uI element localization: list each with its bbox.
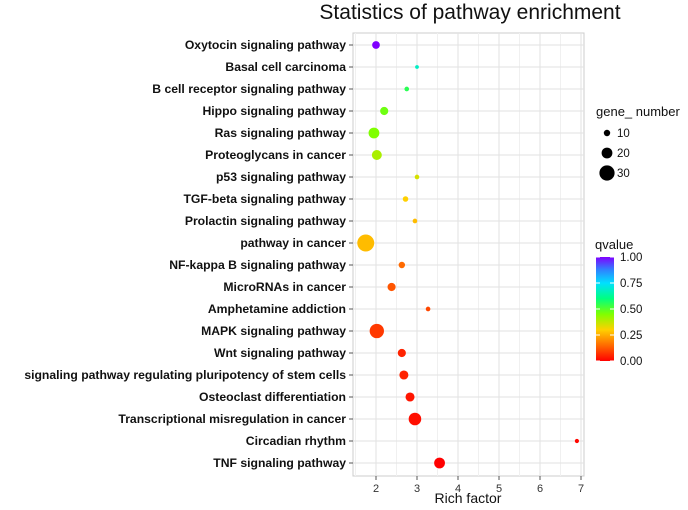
y-tick-label: MicroRNAs in cancer	[223, 280, 346, 294]
data-point	[404, 87, 409, 92]
y-tick-label: Transcriptional misregulation in cancer	[118, 412, 346, 426]
data-point	[357, 235, 374, 252]
data-point	[413, 219, 418, 224]
data-point	[370, 324, 384, 338]
y-tick-label: Circadian rhythm	[246, 434, 346, 448]
x-tick-label: 7	[578, 483, 584, 495]
data-point	[403, 196, 409, 202]
y-tick-label: signaling pathway regulating pluripotenc…	[24, 368, 346, 382]
data-point	[406, 392, 415, 401]
color-legend-label: 0.00	[620, 356, 642, 368]
y-tick-label: Basal cell carcinoma	[225, 60, 346, 74]
y-tick-label: TNF signaling pathway	[213, 456, 346, 470]
y-tick-label: Amphetamine addiction	[208, 302, 346, 316]
size-legend-dot	[599, 165, 614, 180]
y-tick-label: NF-kappa B signaling pathway	[169, 258, 346, 272]
y-tick-label: Hippo signaling pathway	[202, 104, 346, 118]
y-tick-label: pathway in cancer	[240, 236, 346, 250]
data-point	[372, 41, 380, 49]
color-legend-label: 0.50	[620, 304, 642, 316]
y-tick-label: MAPK signaling pathway	[201, 324, 346, 338]
x-tick-label: 6	[537, 483, 543, 495]
data-point	[380, 107, 388, 115]
color-legend-title: qvalue	[595, 237, 633, 252]
color-legend: qvalue 1.00 0.75 0.50 0.25 0.00	[595, 237, 642, 368]
y-tick-label: B cell receptor signaling pathway	[152, 82, 346, 96]
y-tick-label: Proteoglycans in cancer	[205, 148, 346, 162]
y-tick-label: Osteoclast differentiation	[199, 390, 346, 404]
color-legend-label: 0.75	[620, 278, 642, 290]
size-legend: gene_ number 10 20 30	[596, 104, 681, 181]
y-tick-label: Ras signaling pathway	[215, 126, 347, 140]
data-point	[409, 413, 422, 426]
data-point	[434, 458, 445, 469]
plot-panel	[353, 33, 584, 476]
data-point	[399, 262, 405, 268]
x-axis-title: Rich factor	[435, 490, 502, 506]
y-tick-label: Wnt signaling pathway	[214, 346, 346, 360]
size-legend-label: 20	[617, 148, 630, 160]
y-tick-label: Prolactin signaling pathway	[185, 214, 346, 228]
size-legend-label: 30	[617, 168, 630, 180]
x-tick-label: 3	[414, 483, 420, 495]
y-tick-label: p53 signaling pathway	[216, 170, 346, 184]
size-legend-label: 10	[617, 128, 630, 140]
x-tick-label: 2	[373, 483, 379, 495]
data-point	[372, 150, 382, 160]
data-point	[575, 439, 579, 443]
y-tick-label: Oxytocin signaling pathway	[185, 38, 346, 52]
data-point	[426, 307, 431, 312]
size-legend-dot	[604, 130, 610, 136]
data-point	[415, 175, 420, 180]
data-point	[399, 370, 408, 379]
size-legend-dot	[602, 148, 613, 159]
color-legend-label: 0.25	[620, 330, 642, 342]
data-point	[388, 283, 396, 291]
chart-title: Statistics of pathway enrichment	[319, 1, 620, 24]
color-legend-label: 1.00	[620, 252, 642, 264]
data-point	[415, 65, 419, 69]
size-legend-title: gene_ number	[596, 104, 681, 119]
data-point	[398, 349, 406, 357]
y-tick-label: TGF-beta signaling pathway	[183, 192, 346, 206]
y-axis: Oxytocin signaling pathway Basal cell car…	[24, 38, 353, 470]
data-point	[369, 128, 380, 139]
